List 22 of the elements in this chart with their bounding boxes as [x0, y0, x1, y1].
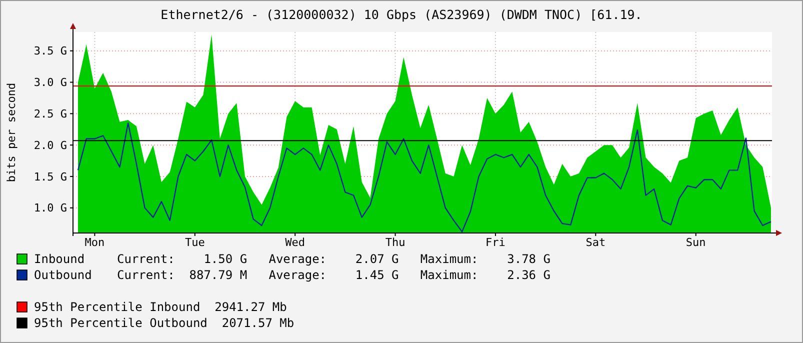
- chart-title: Ethernet2/6 - (3120000032) 10 Gbps (AS23969) (DWDM TNOC) [61.19.: [160, 7, 642, 22]
- x-tick-label: Tue: [184, 236, 205, 249]
- legend-label: Outbound: [34, 268, 92, 282]
- x-tick-label: Thu: [385, 236, 406, 249]
- x-tick-label: Sat: [586, 236, 606, 249]
- y-tick-label: 1.0 G: [34, 202, 67, 215]
- legend-label: 95th Percentile Outbound 2071.57 Mb: [34, 316, 294, 330]
- legend-label: Inbound: [34, 252, 85, 266]
- y-axis-title: bits per second: [5, 82, 18, 182]
- text: Current: 887.79 M Average: 1.45 G Maximum: 2.36 G: [117, 268, 550, 282]
- line-series: [77, 122, 772, 232]
- y-tick-label: 2.5 G: [34, 108, 67, 121]
- x-tick-label: Mon: [84, 236, 105, 249]
- x-tick-label: Wed: [285, 236, 306, 249]
- x-tick-label: Sun: [686, 236, 706, 249]
- y-tick-label: 3.0 G: [34, 76, 67, 90]
- x-tick-label: Fri: [486, 236, 506, 249]
- y-tick-label: 2.0 G: [34, 138, 67, 152]
- y-tick-label: 1.5 G: [34, 170, 67, 184]
- y-tick-label: 3.5 G: [34, 44, 67, 58]
- text: Current: 1.50 G Average: 2.07 G Maximum: 3.78 G: [117, 252, 550, 266]
- legend-label: 95th Percentile Inbound 2941.27 Mb: [34, 300, 287, 314]
